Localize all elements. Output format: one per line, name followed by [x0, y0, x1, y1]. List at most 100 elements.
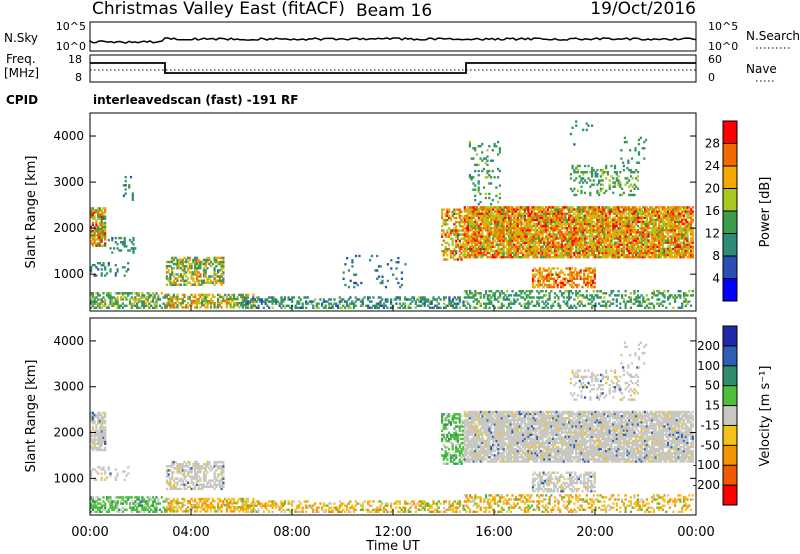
- power-cell: [566, 222, 569, 226]
- power-cell: [481, 227, 484, 230]
- power-cell: [562, 300, 565, 303]
- power-cell: [167, 302, 170, 305]
- power-cell: [619, 233, 622, 236]
- power-cell: [469, 253, 472, 257]
- power-cell: [95, 230, 98, 233]
- power-cell: [615, 229, 618, 232]
- power-cell: [532, 233, 535, 236]
- power-cell: [571, 206, 574, 209]
- power-cell: [610, 245, 613, 248]
- power-cell: [502, 208, 505, 211]
- power-cell: [483, 241, 486, 244]
- power-cell: [667, 212, 670, 215]
- power-cell: [123, 236, 126, 240]
- power-cell: [273, 296, 276, 299]
- power-cell: [474, 292, 477, 295]
- power-cell: [202, 297, 206, 301]
- power-cell: [665, 208, 668, 211]
- power-cell: [245, 306, 248, 309]
- power-cell: [455, 233, 458, 236]
- power-cell: [518, 241, 521, 244]
- power-cell: [647, 222, 650, 226]
- power-cell: [537, 277, 540, 280]
- power-cell: [568, 296, 571, 299]
- power-cell: [578, 251, 581, 255]
- power-cell: [476, 251, 479, 255]
- power-cell: [172, 279, 175, 282]
- power-cell: [677, 227, 680, 230]
- power-cell: [610, 302, 613, 305]
- power-cell: [585, 171, 588, 174]
- power-cell: [155, 298, 158, 301]
- power-cell: [606, 171, 610, 174]
- power-cell: [641, 147, 644, 150]
- power-cell: [486, 302, 489, 305]
- power-cell: [91, 296, 94, 299]
- power-cell: [580, 216, 583, 219]
- power-cell: [591, 171, 594, 174]
- power-cell: [190, 271, 193, 274]
- power-cell: [474, 147, 477, 150]
- power-cell: [679, 237, 682, 240]
- power-cell: [460, 221, 463, 224]
- power-cell: [631, 206, 634, 209]
- power-cell: [628, 233, 631, 236]
- power-cell: [539, 253, 542, 257]
- power-cell: [497, 251, 500, 255]
- power-cell: [659, 247, 663, 251]
- power-cell: [190, 283, 193, 286]
- power-cell: [682, 214, 686, 217]
- power-cell: [488, 182, 491, 185]
- power-cell: [125, 270, 128, 273]
- power-cell: [580, 294, 583, 297]
- power-cell: [458, 221, 461, 224]
- power-cell: [668, 216, 671, 219]
- power-cell: [549, 273, 552, 276]
- power-cell: [500, 251, 503, 255]
- power-cell: [545, 222, 548, 226]
- power-cell: [578, 243, 581, 246]
- power-cell: [591, 166, 594, 170]
- power-cell: [171, 297, 174, 301]
- power-cell: [451, 243, 454, 247]
- power-cell: [252, 298, 255, 301]
- power-cell: [663, 251, 666, 255]
- power-cell: [560, 218, 564, 222]
- power-cell: [605, 247, 608, 251]
- power-cell: [675, 233, 678, 236]
- power-cell: [649, 243, 652, 246]
- power-cell: [621, 212, 624, 215]
- power-cell: [477, 188, 480, 191]
- power-cell: [628, 218, 631, 222]
- power-cell: [90, 207, 93, 210]
- power-cell: [599, 296, 602, 299]
- power-cell: [652, 233, 655, 236]
- power-cell: [539, 251, 542, 255]
- power-cell: [513, 235, 516, 238]
- power-cell: [596, 224, 599, 228]
- power-cell: [195, 299, 198, 303]
- nsky-tick-bottom-left: 10^0: [56, 40, 86, 53]
- power-cell: [257, 296, 260, 299]
- power-cell: [601, 216, 604, 219]
- power-cell: [530, 241, 534, 244]
- power-cell: [201, 279, 204, 282]
- power-cell: [305, 296, 308, 299]
- power-cell: [553, 283, 556, 287]
- power-cell: [329, 306, 333, 309]
- power-cell: [681, 251, 684, 255]
- power-cell: [271, 306, 274, 309]
- power-cell: [467, 214, 470, 217]
- power-cell: [472, 249, 475, 253]
- power-cell: [594, 249, 597, 253]
- power-cell: [553, 300, 556, 303]
- power-cell: [578, 241, 581, 244]
- power-cell: [631, 216, 634, 219]
- power-cell: [633, 239, 636, 242]
- power-cell: [608, 206, 611, 209]
- power-cell: [610, 210, 613, 213]
- power-cell: [596, 243, 599, 246]
- power-cell: [587, 212, 590, 215]
- power-cell: [654, 210, 657, 213]
- power-cell: [545, 304, 548, 307]
